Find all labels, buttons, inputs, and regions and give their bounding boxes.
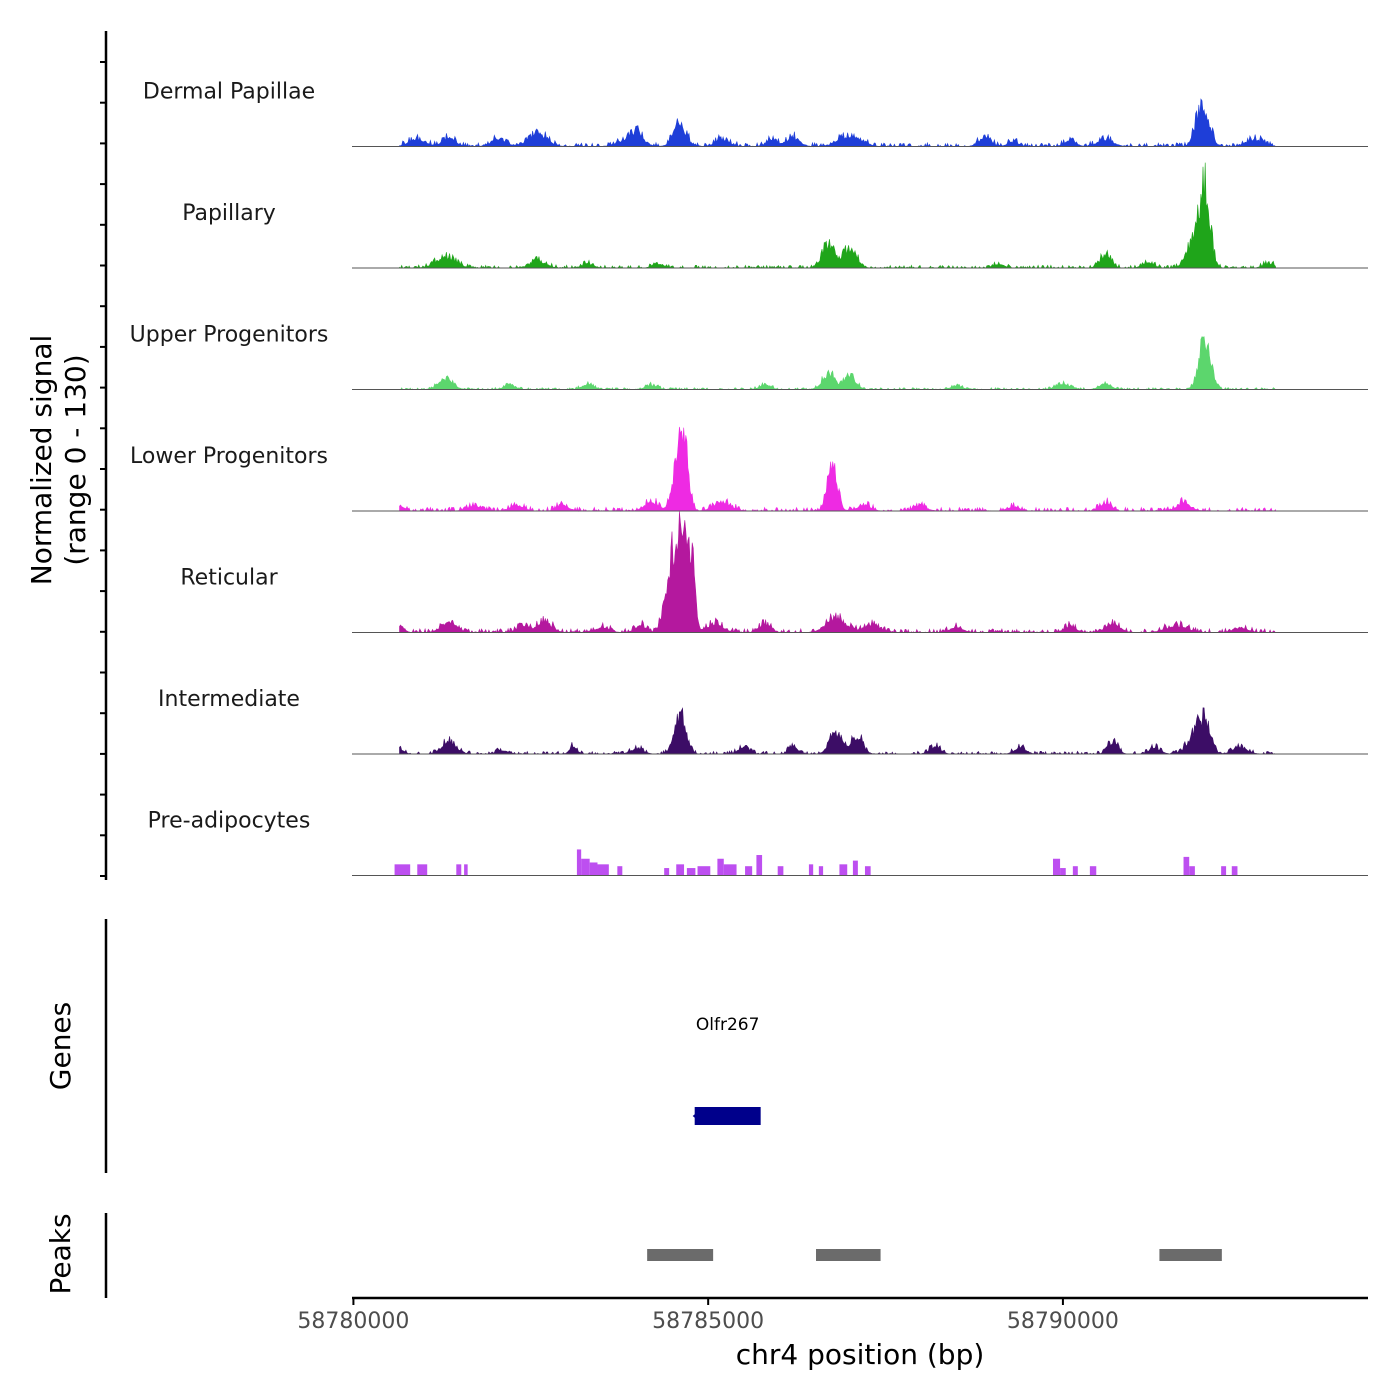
coverage-block — [676, 864, 685, 876]
coverage-block — [1189, 866, 1195, 876]
coverage-block — [756, 855, 763, 876]
x-tick-label: 58780000 — [297, 1309, 409, 1334]
coverage-block — [664, 868, 670, 876]
coverage-block — [852, 860, 858, 876]
gene-label: Olfr267 — [696, 1015, 760, 1035]
track-label: Pre-adipocytes — [148, 809, 311, 834]
coverage-area — [399, 162, 1277, 269]
coverage-block — [1072, 866, 1078, 876]
track-upper-progenitors: Upper Progenitors — [130, 323, 1368, 391]
track-papillary: Papillary — [182, 162, 1368, 269]
coverage-block — [589, 862, 598, 876]
coverage-block — [597, 864, 609, 876]
coverage-area — [399, 336, 1276, 391]
coverage-block — [1183, 856, 1190, 876]
coverage-block — [581, 858, 590, 876]
track-dermal-papillae: Dermal Papillae — [143, 80, 1368, 148]
track-label: Dermal Papillae — [143, 80, 315, 105]
signal-y-axis-title-line2: (range 0 - 130) — [59, 354, 92, 565]
signal-y-axis-title: Normalized signal(range 0 - 130) — [25, 335, 92, 586]
gene-body — [694, 1107, 761, 1125]
track-label: Intermediate — [158, 687, 300, 712]
coverage-block — [456, 864, 462, 876]
coverage-block — [818, 866, 824, 876]
peak-region — [647, 1249, 714, 1261]
track-intermediate: Intermediate — [158, 687, 1368, 755]
genes-panel-title: Genes — [44, 1002, 77, 1090]
signal-panel: Normalized signal(range 0 - 130) Dermal P… — [25, 31, 1368, 880]
coverage-block — [839, 864, 848, 876]
track-label: Reticular — [180, 566, 278, 591]
signal-y-axis-title-line1: Normalized signal — [25, 335, 58, 586]
coverage-block — [1231, 866, 1238, 876]
peaks-panel-title: Peaks — [44, 1213, 77, 1294]
coverage-block — [576, 849, 582, 876]
coverage-area — [399, 426, 1277, 513]
coverage-block — [697, 866, 711, 876]
x-axis: 58780000 58785000 58790000 chr4 position (b… — [297, 1296, 1368, 1371]
coverage-block — [717, 858, 724, 876]
coverage-block — [1060, 868, 1066, 876]
coverage-block — [617, 866, 623, 876]
coverage-block — [723, 864, 737, 876]
coverage-block — [464, 864, 468, 876]
peak-region — [1159, 1249, 1222, 1261]
coverage-block — [1052, 858, 1061, 876]
track-pre-adipocytes: Pre-adipocytes — [148, 809, 1368, 876]
track-lower-progenitors: Lower Progenitors — [130, 426, 1368, 513]
x-axis-title: chr4 position (bp) — [736, 1338, 985, 1371]
coverage-block — [1221, 866, 1227, 876]
gene-strand-arrow — [692, 1111, 699, 1121]
coverage-block — [864, 866, 871, 876]
peaks-panel: Peaks — [44, 1213, 1222, 1298]
x-tick-label: 58785000 — [652, 1309, 764, 1334]
coverage-block — [777, 866, 784, 876]
track-label: Papillary — [182, 201, 276, 226]
coverage-area — [399, 98, 1277, 148]
coverage-block — [1089, 866, 1097, 876]
track-label: Upper Progenitors — [130, 323, 329, 348]
coverage-area — [399, 707, 1276, 755]
track-reticular: Reticular — [180, 511, 1368, 634]
x-tick-label: 58790000 — [1007, 1309, 1119, 1334]
coverage-block — [808, 864, 814, 876]
genes-panel: Genes Olfr267 — [44, 919, 761, 1173]
peak-region — [816, 1249, 881, 1261]
coverage-block — [745, 866, 753, 876]
coverage-block — [394, 864, 411, 876]
coverage-block — [686, 868, 696, 876]
coverage-block — [417, 864, 428, 876]
coverage-area — [399, 511, 1276, 634]
track-label: Lower Progenitors — [130, 444, 328, 469]
